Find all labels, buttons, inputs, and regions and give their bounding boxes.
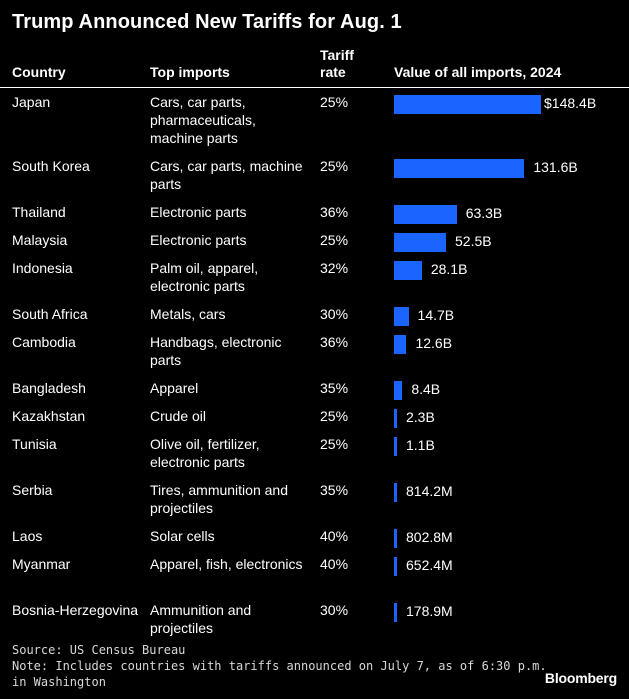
value-label: 178.9M [406,603,453,619]
header-rate-line2: rate [320,64,346,80]
imports-cell: Electronic parts [150,232,247,248]
tariff-rate-cell: 32% [320,260,349,276]
header-imports: Top imports [150,64,230,80]
value-label: 652.4M [406,557,453,573]
value-label: $148.4B [544,95,597,111]
value-label: 2.3B [406,409,435,425]
tariff-rate-cell: 30% [320,306,349,322]
imports-cell: Cars, car parts, pharmaceuticals, machin… [150,94,256,146]
value-bar [394,437,397,456]
tariff-rate-cell: 30% [320,602,349,618]
footer: Source: US Census Bureau Note: Includes … [12,642,547,690]
value-label: 8.4B [411,381,441,397]
source-note: Source: US Census Bureau [12,643,186,657]
country-cell: Bangladesh [12,380,86,396]
tariff-rate-cell: 35% [320,380,349,396]
value-bar [394,261,422,280]
table-header: Country Top imports Tariff rate Value of… [0,47,629,88]
imports-cell: Metals, cars [150,306,226,322]
bloomberg-logo: Bloomberg [544,670,617,686]
value-label: 52.5B [455,233,492,249]
country-cell: Cambodia [12,334,76,350]
imports-cell: Olive oil, fertilizer, electronic parts [150,436,260,470]
header-value: Value of all imports, 2024 [394,64,562,80]
footnote-line-1: Note: Includes countries with tariffs an… [12,659,547,673]
country-cell: Indonesia [12,260,73,276]
value-bar [394,335,407,354]
imports-cell: Palm oil, apparel, electronic parts [150,260,259,294]
imports-cell: Electronic parts [150,204,247,220]
value-label: 14.7B [417,307,455,323]
imports-cell: Solar cells [150,528,215,544]
country-cell: Serbia [12,482,53,498]
tariff-rate-cell: 25% [320,158,349,174]
value-bar [394,483,397,502]
tariff-rate-cell: 40% [320,528,349,544]
imports-cell: Cars, car parts, machine parts [150,158,303,192]
value-label: 131.6B [533,159,578,175]
value-label: 1.1B [406,437,435,453]
header-rate-line1: Tariff [320,47,354,63]
country-cell: South Africa [12,306,88,322]
tariff-rate-cell: 25% [320,436,349,452]
imports-cell: Tires, ammunition and projectiles [150,482,288,516]
tariff-rate-cell: 25% [320,94,349,110]
value-label: 28.1B [430,261,468,277]
footnote-line-2: in Washington [12,675,106,689]
tariff-rate-cell: 36% [320,204,349,220]
value-label: 814.2M [406,483,453,499]
country-cell: Thailand [12,204,66,220]
value-bar [394,557,397,576]
imports-cell: Handbags, electronic parts [150,334,282,368]
imports-cell: Apparel [150,380,199,396]
country-cell: South Korea [12,158,90,174]
chart-title: Trump Announced New Tariffs for Aug. 1 [12,11,402,33]
imports-cell: Apparel, fish, electronics [150,556,303,572]
value-bar [394,159,525,178]
value-bar [394,603,397,622]
value-bar [394,381,403,400]
country-cell: Bosnia-Herzegovina [12,602,139,618]
value-bar [394,205,457,224]
tariff-rate-cell: 40% [320,556,349,572]
value-label: 12.6B [415,335,453,351]
value-label: 63.3B [465,205,503,221]
value-bar [394,529,397,548]
country-cell: Kazakhstan [12,408,86,424]
country-cell: Malaysia [12,232,68,248]
tariff-rate-cell: 35% [320,482,349,498]
country-cell: Myanmar [12,556,71,572]
value-bar [394,307,409,326]
value-bar [394,95,541,114]
value-bar [394,233,446,252]
tariff-rate-cell: 36% [320,334,349,350]
tariff-rate-cell: 25% [320,408,349,424]
country-cell: Laos [12,528,43,544]
country-cell: Japan [12,94,51,110]
imports-cell: Ammunition and projectiles [150,602,252,636]
value-label: 802.8M [406,529,453,545]
value-bar [394,409,397,428]
header-rate: Tariff rate [320,47,354,81]
imports-cell: Crude oil [150,408,207,424]
tariff-rate-cell: 25% [320,232,349,248]
header-country: Country [12,64,66,80]
country-cell: Tunisia [12,436,57,452]
